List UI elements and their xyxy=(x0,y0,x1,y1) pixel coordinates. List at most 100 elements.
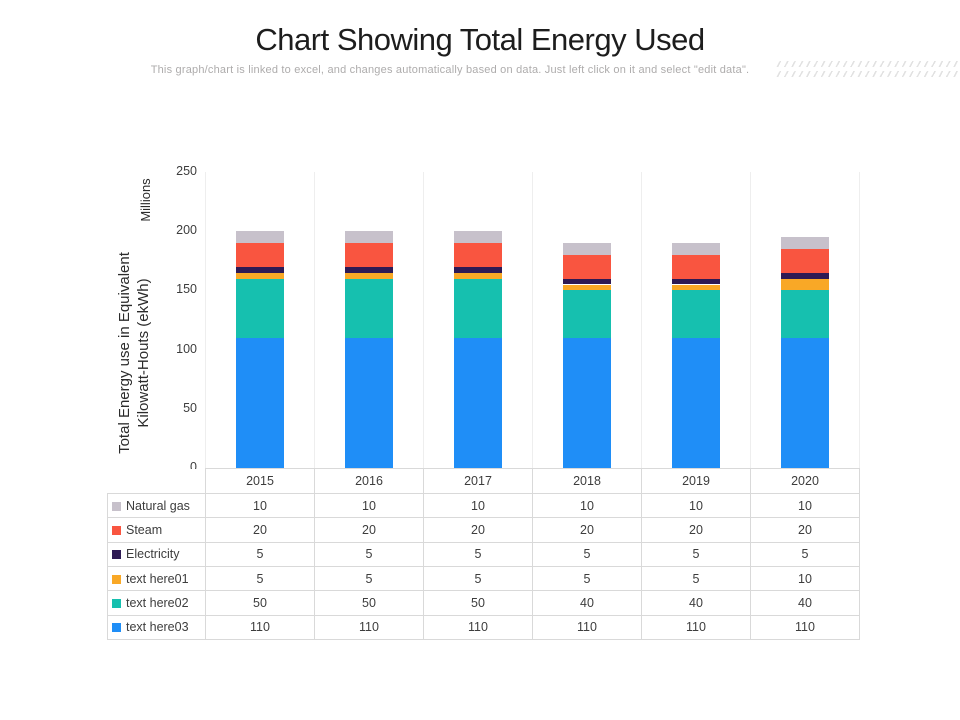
table-value-cell: 50 xyxy=(314,590,424,616)
legend-cell: text here03 xyxy=(107,614,206,641)
table-col-header: 2015 xyxy=(205,468,315,494)
table-value-cell: 110 xyxy=(750,614,860,641)
y-tick-label: 250 xyxy=(176,164,197,178)
series-label: text here02 xyxy=(126,595,189,610)
table-value-cell: 10 xyxy=(750,492,860,519)
bar-segment xyxy=(671,284,720,291)
table-value-cell: 110 xyxy=(532,614,642,641)
bar-segment xyxy=(235,272,284,279)
stacked-bar-2015 xyxy=(235,172,284,468)
bar-segment xyxy=(780,272,829,279)
bar-segment xyxy=(453,272,502,279)
bar-segment xyxy=(453,278,502,338)
table-col-header: 2018 xyxy=(532,468,642,494)
bar-segment xyxy=(235,231,284,244)
table-row: Natural gas 10 10 10 10 10 10 xyxy=(107,492,860,519)
table-value-cell: 5 xyxy=(641,565,751,592)
table-value-cell: 5 xyxy=(314,541,424,567)
table-header-row: 2015 2016 2017 2018 2019 2020 xyxy=(107,468,860,494)
bar-segment xyxy=(453,243,502,267)
legend-swatch-icon xyxy=(112,574,121,584)
plot-area xyxy=(205,172,860,468)
category-gridline xyxy=(314,172,315,468)
bar-segment xyxy=(562,290,611,338)
table-value-cell: 5 xyxy=(641,541,751,567)
table-value-cell: 5 xyxy=(205,541,315,567)
bar-segment xyxy=(780,278,829,291)
zigzag-row xyxy=(774,71,958,77)
table-value-cell: 110 xyxy=(314,614,424,641)
bar-segment xyxy=(562,243,611,255)
bar-segment xyxy=(780,248,829,273)
page-subtitle: This graph/chart is linked to excel, and… xyxy=(150,64,750,76)
bar-segment xyxy=(562,284,611,291)
table-value-cell: 10 xyxy=(750,565,860,592)
table-value-cell: 10 xyxy=(641,492,751,519)
bar-segment xyxy=(235,337,284,468)
bar-segment xyxy=(344,231,393,244)
table-value-cell: 110 xyxy=(205,614,315,641)
legend-cell: Steam xyxy=(107,517,206,543)
y-tick-label: 150 xyxy=(176,282,197,297)
bar-segment xyxy=(780,337,829,468)
table-value-cell: 110 xyxy=(641,614,751,641)
series-label: text here01 xyxy=(126,571,189,586)
category-gridline xyxy=(859,172,860,468)
table-value-cell: 10 xyxy=(205,492,315,519)
table-value-cell: 5 xyxy=(750,541,860,567)
y-axis-title: Total Energy use in Equivalent Kilowatt-… xyxy=(115,203,155,503)
decorative-zigzag-pattern xyxy=(774,61,958,81)
table-value-cell: 40 xyxy=(532,590,642,616)
bar-segment xyxy=(344,266,393,273)
bar-segment xyxy=(235,243,284,267)
table-col-header: 2017 xyxy=(423,468,533,494)
stacked-bar-2019 xyxy=(671,172,720,468)
category-gridline xyxy=(205,172,206,468)
y-tick-label: 0 xyxy=(190,460,197,474)
legend-swatch-icon xyxy=(112,501,121,511)
table-value-cell: 10 xyxy=(532,492,642,519)
table-value-cell: 5 xyxy=(423,541,533,567)
table-row: text here02 50 50 50 40 40 40 xyxy=(107,590,860,616)
stacked-bar-2017 xyxy=(453,172,502,468)
bar-segment xyxy=(235,278,284,338)
y-tick-label: 200 xyxy=(176,223,197,238)
table-value-cell: 50 xyxy=(423,590,533,616)
table-value-cell: 10 xyxy=(314,492,424,519)
table-value-cell: 20 xyxy=(532,517,642,543)
legend-cell: Natural gas xyxy=(107,492,206,519)
bar-segment xyxy=(453,231,502,244)
legend-cell: Electricity xyxy=(107,541,206,567)
zigzag-row xyxy=(774,61,958,67)
y-axis-title-line2: Kilowatt-Houts (ekWh) xyxy=(135,278,152,428)
series-label: Steam xyxy=(126,522,163,537)
bar-segment xyxy=(780,290,829,338)
legend-swatch-icon xyxy=(112,525,121,535)
bar-segment xyxy=(235,266,284,273)
bar-segment xyxy=(344,272,393,279)
table-value-cell: 20 xyxy=(641,517,751,543)
table-value-cell: 40 xyxy=(641,590,751,616)
bar-segment xyxy=(671,290,720,338)
category-gridline xyxy=(641,172,642,468)
bar-segment xyxy=(562,254,611,279)
table-value-cell: 40 xyxy=(750,590,860,616)
y-tick-label: 50 xyxy=(183,400,197,415)
legend-cell: text here02 xyxy=(107,590,206,616)
table-col-header: 2016 xyxy=(314,468,424,494)
table-value-cell: 5 xyxy=(532,541,642,567)
bar-segment xyxy=(671,243,720,255)
series-label: Electricity xyxy=(126,547,180,562)
y-axis-title-line1: Total Energy use in Equivalent xyxy=(116,252,133,454)
stacked-bar-2016 xyxy=(344,172,393,468)
legend-swatch-icon xyxy=(112,598,121,608)
bar-segment xyxy=(562,337,611,468)
bar-segment xyxy=(780,237,829,249)
legend-swatch-icon xyxy=(112,623,121,633)
stacked-bar-2018 xyxy=(562,172,611,468)
table-value-cell: 5 xyxy=(205,565,315,592)
category-gridline xyxy=(532,172,533,468)
table-value-cell: 5 xyxy=(532,565,642,592)
category-gridline xyxy=(423,172,424,468)
